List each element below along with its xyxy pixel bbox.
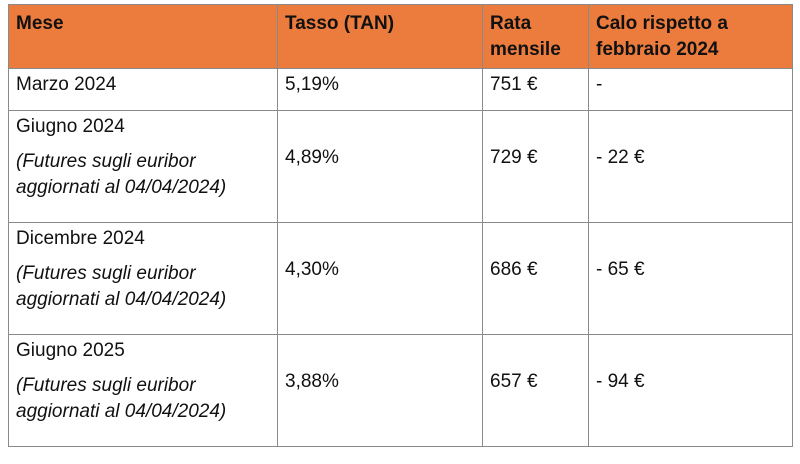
table-header-row: Mese Tasso (TAN) Rata mensile Calo rispe… — [8, 4, 793, 69]
rates-table: Mese Tasso (TAN) Rata mensile Calo rispe… — [8, 4, 793, 447]
month-label: Dicembre 2024 — [16, 228, 145, 249]
cell-calo: - — [588, 68, 793, 111]
cell-mese: Giugno 2025 (Futures sugli euribor aggio… — [8, 334, 278, 447]
cell-rata: 729 € — [482, 110, 589, 223]
futures-note: (Futures sugli euribor aggiornati al 04/… — [16, 151, 227, 198]
cell-rata: 686 € — [482, 222, 589, 335]
header-calo: Calo rispetto a febbraio 2024 — [588, 4, 793, 69]
table-row: Marzo 2024 5,19% 751 € - — [8, 68, 793, 111]
futures-note: (Futures sugli euribor aggiornati al 04/… — [16, 263, 227, 310]
table-row: Dicembre 2024 (Futures sugli euribor agg… — [8, 222, 793, 335]
month-label: Giugno 2025 — [16, 340, 125, 361]
cell-calo: - 94 € — [588, 334, 793, 447]
cell-mese: Marzo 2024 — [8, 68, 278, 111]
rates-table-container: Mese Tasso (TAN) Rata mensile Calo rispe… — [8, 4, 793, 447]
cell-tasso: 3,88% — [277, 334, 483, 447]
header-mese: Mese — [8, 4, 278, 69]
cell-calo: - 22 € — [588, 110, 793, 223]
table-row: Giugno 2025 (Futures sugli euribor aggio… — [8, 334, 793, 447]
cell-rata: 751 € — [482, 68, 589, 111]
cell-tasso: 4,30% — [277, 222, 483, 335]
cell-rata: 657 € — [482, 334, 589, 447]
futures-note: (Futures sugli euribor aggiornati al 04/… — [16, 375, 227, 422]
cell-mese: Giugno 2024 (Futures sugli euribor aggio… — [8, 110, 278, 223]
month-label: Marzo 2024 — [16, 74, 117, 95]
header-rata: Rata mensile — [482, 4, 589, 69]
cell-tasso: 5,19% — [277, 68, 483, 111]
month-label: Giugno 2024 — [16, 116, 125, 137]
cell-mese: Dicembre 2024 (Futures sugli euribor agg… — [8, 222, 278, 335]
header-tasso: Tasso (TAN) — [277, 4, 483, 69]
cell-tasso: 4,89% — [277, 110, 483, 223]
cell-calo: - 65 € — [588, 222, 793, 335]
table-row: Giugno 2024 (Futures sugli euribor aggio… — [8, 110, 793, 223]
